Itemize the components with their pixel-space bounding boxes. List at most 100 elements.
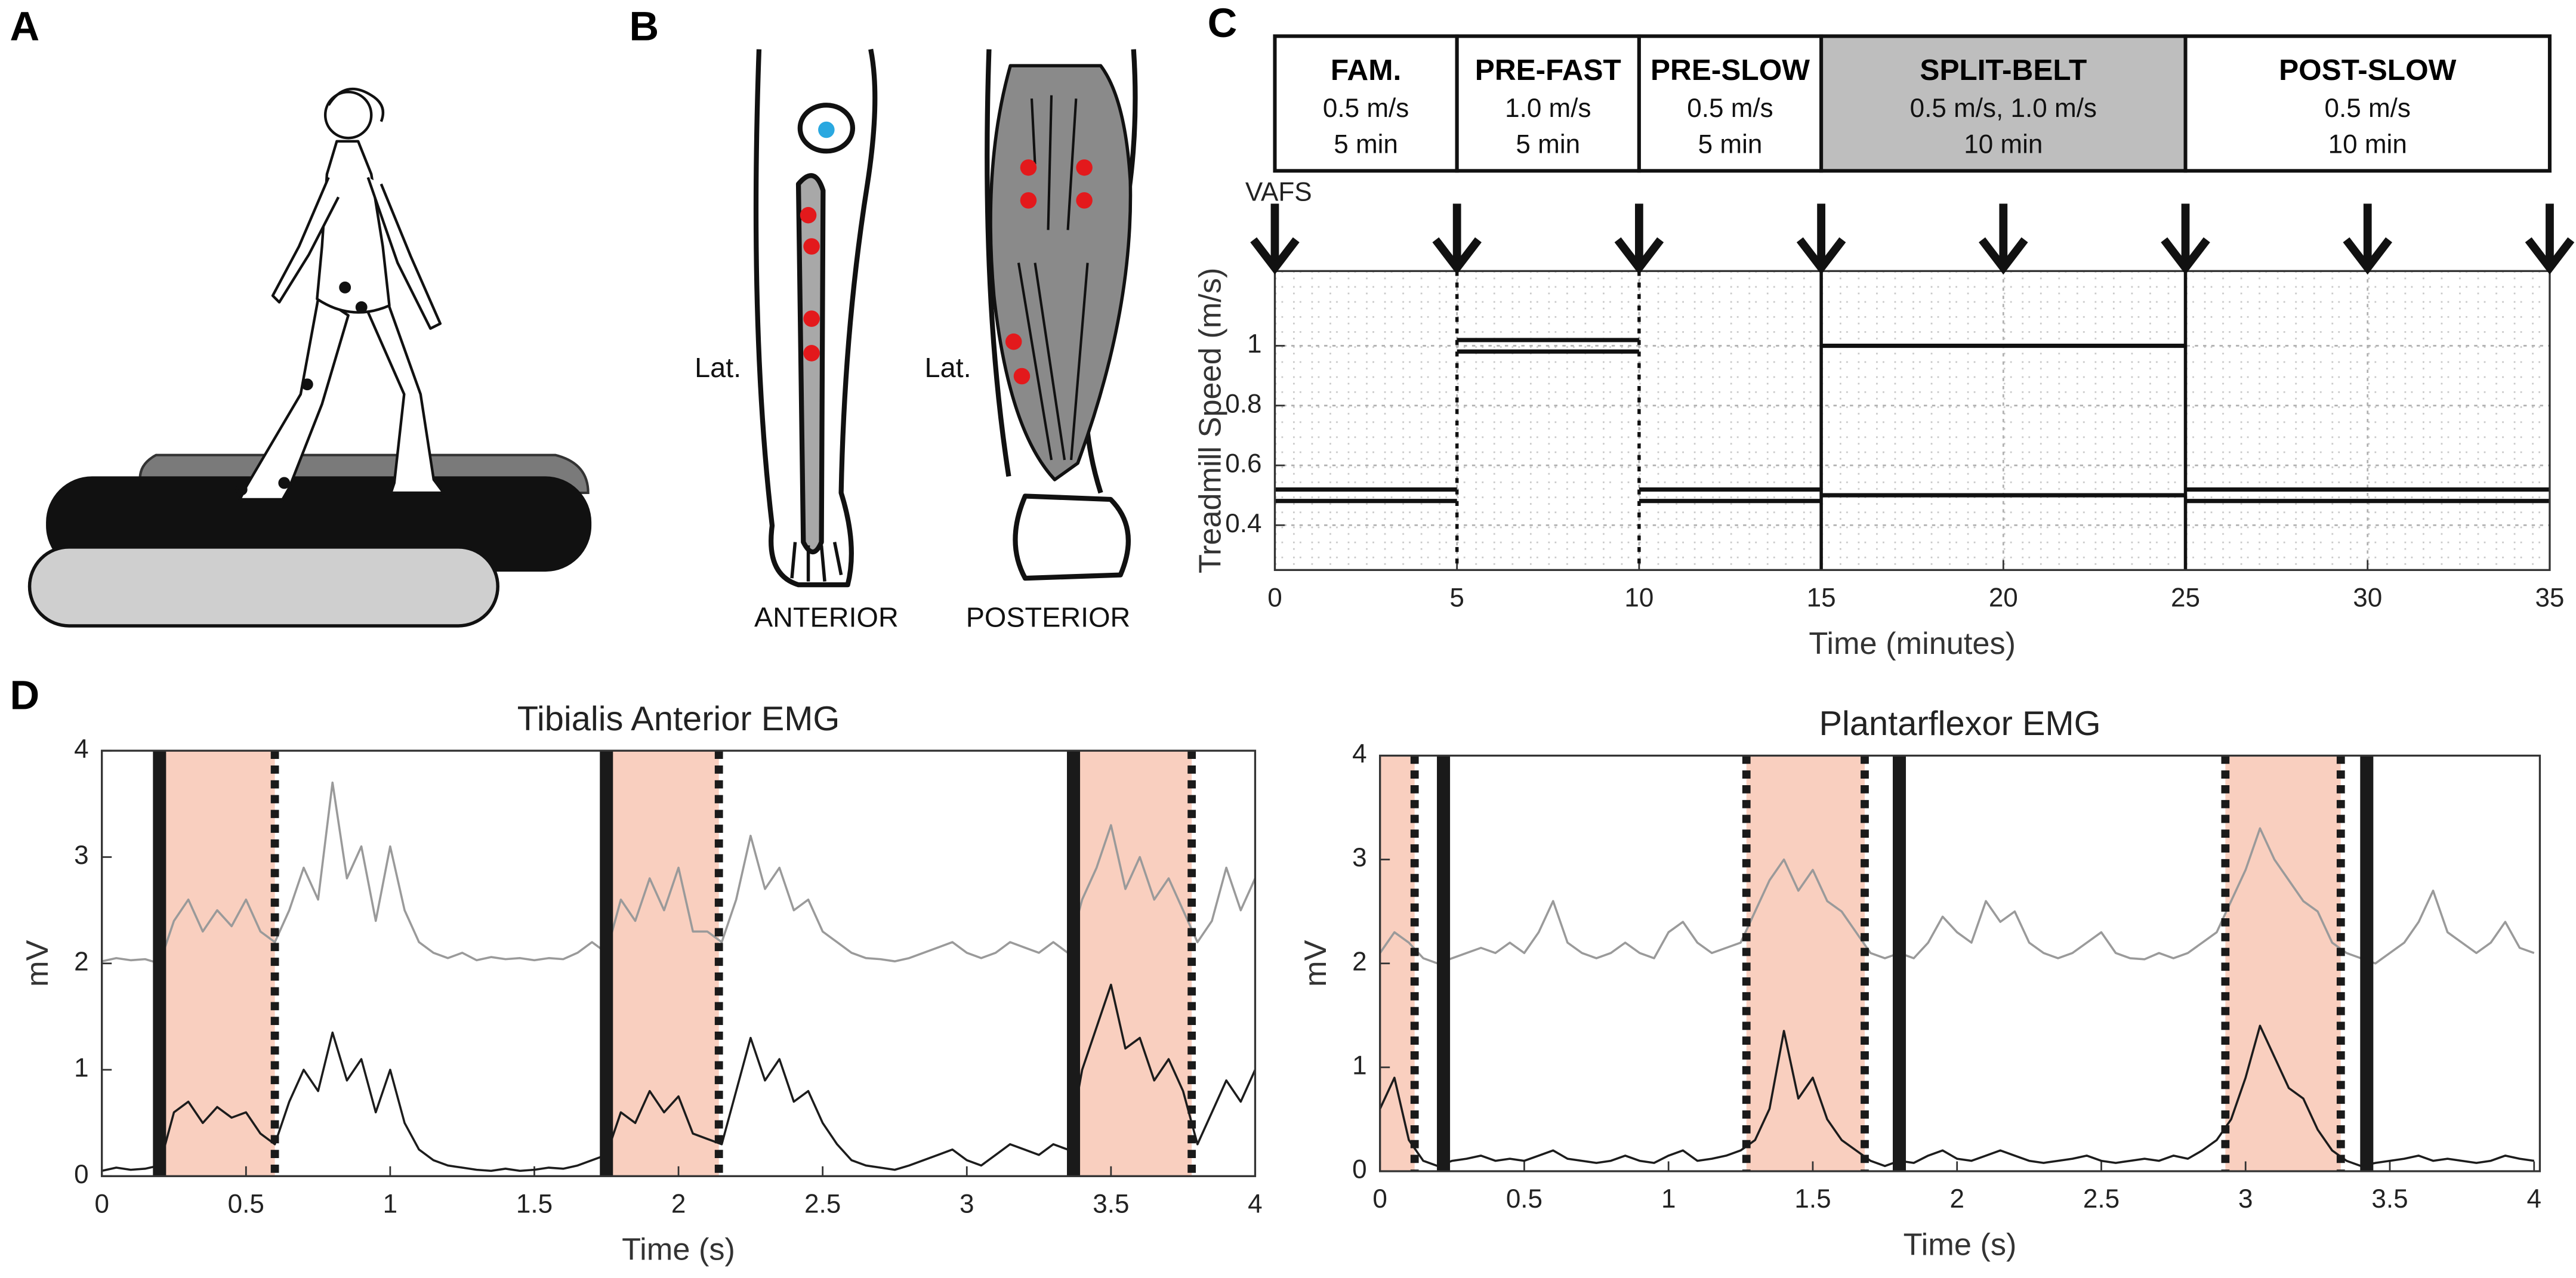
x-tick-label: 35 — [2535, 584, 2564, 613]
vafs-arrow — [1614, 203, 1664, 275]
leg-label: Lat. — [925, 352, 971, 383]
plot-frame — [1273, 270, 2551, 572]
leg-label: ANTERIOR — [754, 601, 899, 632]
x-axis-label: Time (minutes) — [1809, 626, 2016, 661]
phase-name: PRE-SLOW — [1651, 53, 1810, 87]
phase-speed: 0.5 m/s, 1.0 m/s — [1910, 94, 2097, 123]
walker-illustration — [235, 87, 445, 501]
stance-region — [1746, 755, 1865, 1172]
vafs-arrow — [1979, 203, 2028, 275]
chart-title: Tibialis Anterior EMG — [517, 700, 840, 738]
phase-name: FAM. — [1331, 53, 1401, 87]
phase-duration: 5 min — [1698, 130, 1763, 159]
arrow-head — [2161, 237, 2210, 275]
phase-box — [1273, 34, 1459, 173]
phase-speed: 1.0 m/s — [1505, 94, 1591, 123]
y-tick-label: 1 — [1247, 329, 1261, 359]
panel-label: B — [629, 4, 659, 50]
x-tick-label: 0.5 — [228, 1189, 264, 1218]
x-tick-label: 0 — [1267, 584, 1282, 613]
arrow-head — [1432, 237, 1482, 275]
arrow-head — [1979, 237, 2028, 275]
phase-name: POST-SLOW — [2279, 53, 2457, 87]
y-axis-label: Treadmill Speed (m/s) — [1193, 268, 1228, 573]
anterior-leg-illustration — [753, 48, 878, 588]
y-tick-label: 4 — [1352, 739, 1366, 768]
x-tick-label: 1.5 — [516, 1189, 553, 1218]
y-tick-label: 2 — [74, 947, 89, 976]
x-tick-label: 3.5 — [1093, 1189, 1129, 1218]
plot-frame — [101, 749, 1257, 1177]
phase-duration: 10 min — [1964, 130, 2043, 159]
panel-label: A — [10, 4, 40, 50]
stance-region — [2225, 755, 2341, 1172]
y-tick-label: 3 — [74, 841, 89, 870]
x-tick-label: 0.5 — [1506, 1184, 1542, 1214]
y-tick-label: 1 — [74, 1054, 89, 1083]
phase-box — [1819, 34, 2188, 173]
arrow-head — [1796, 237, 1846, 275]
arrow-head — [2343, 237, 2392, 275]
x-tick-label: 0 — [1372, 1184, 1387, 1214]
x-tick-label: 25 — [2171, 584, 2200, 613]
x-tick-label: 2.5 — [804, 1189, 841, 1218]
x-axis-label: Time (s) — [622, 1233, 735, 1267]
x-tick-label: 2 — [671, 1189, 686, 1218]
data-line — [101, 983, 1257, 1172]
leg-label: POSTERIOR — [966, 601, 1131, 632]
y-tick-label: 0.8 — [1225, 389, 1261, 418]
stance-region — [606, 751, 719, 1177]
x-axis-label: Time (s) — [1904, 1227, 2017, 1262]
x-tick-label: 15 — [1807, 584, 1836, 613]
x-tick-label: 0 — [94, 1189, 109, 1218]
y-tick-label: 1 — [1352, 1051, 1366, 1081]
x-tick-label: 2 — [1949, 1184, 1964, 1214]
arrow-label: VAFS — [1245, 178, 1312, 207]
vafs-arrow — [1250, 203, 1300, 275]
phase-duration: 5 min — [1516, 130, 1580, 159]
x-tick-label: 4 — [2527, 1184, 2542, 1214]
y-tick-label: 0.6 — [1225, 449, 1261, 479]
y-tick-label: 3 — [1352, 843, 1366, 872]
phase-speed: 0.5 m/s — [1687, 94, 1773, 123]
stance-region — [159, 751, 275, 1177]
y-axis-label: mV — [1298, 940, 1333, 987]
x-tick-label: 1 — [383, 1189, 398, 1218]
arrow-head — [1250, 237, 1300, 275]
leg-label: Lat. — [695, 352, 741, 383]
stance-region — [1073, 751, 1192, 1177]
panel-label: D — [10, 672, 40, 718]
x-tick-label: 1.5 — [1794, 1184, 1831, 1214]
vafs-arrow — [2525, 203, 2575, 275]
x-tick-label: 20 — [1989, 584, 2018, 613]
phase-speed: 0.5 m/s — [1323, 94, 1409, 123]
chart-title: Plantarflexor EMG — [1819, 705, 2100, 743]
y-tick-label: 0 — [1352, 1155, 1366, 1184]
arrow-head — [1614, 237, 1664, 275]
phase-speed: 0.5 m/s — [2325, 94, 2411, 123]
x-tick-label: 1 — [1661, 1184, 1676, 1214]
x-tick-label: 10 — [1624, 584, 1653, 613]
phase-name: PRE-FAST — [1475, 53, 1621, 87]
data-line — [1275, 349, 2550, 504]
vafs-arrow — [1796, 203, 1846, 275]
y-axis-label: mV — [20, 940, 55, 987]
y-tick-label: 0.4 — [1225, 509, 1261, 538]
phase-duration: 10 min — [2328, 130, 2407, 159]
arrow-head — [2525, 237, 2575, 275]
posterior-leg-illustration — [985, 49, 1138, 581]
vafs-arrow — [2343, 203, 2392, 275]
y-tick-label: 2 — [1352, 947, 1366, 976]
x-tick-label: 3.5 — [2371, 1184, 2408, 1214]
x-tick-label: 5 — [1449, 584, 1464, 613]
x-tick-label: 2.5 — [2083, 1184, 2120, 1214]
plot-frame — [1379, 754, 2541, 1172]
y-tick-label: 0 — [74, 1160, 89, 1189]
minor-grid — [1275, 271, 2550, 570]
x-tick-label: 3 — [2238, 1184, 2253, 1214]
x-tick-label: 4 — [1248, 1189, 1262, 1218]
